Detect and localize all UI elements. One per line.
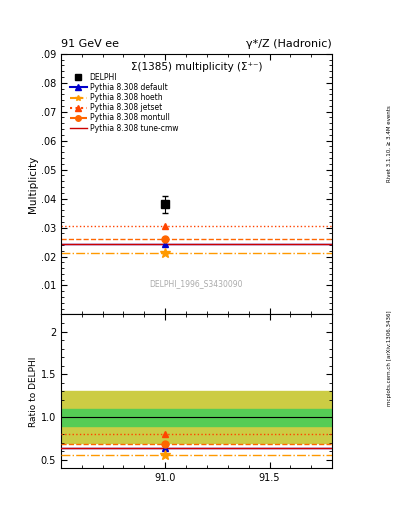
Text: Σ(1385) multiplicity (Σ⁺⁻): Σ(1385) multiplicity (Σ⁺⁻) xyxy=(131,61,262,72)
Text: Rivet 3.1.10, ≥ 3.4M events: Rivet 3.1.10, ≥ 3.4M events xyxy=(387,105,392,182)
Bar xyxy=(61,409,332,425)
Text: γ*/Z (Hadronic): γ*/Z (Hadronic) xyxy=(246,38,332,49)
Y-axis label: Ratio to DELPHI: Ratio to DELPHI xyxy=(29,356,38,426)
Text: 91 GeV ee: 91 GeV ee xyxy=(61,38,119,49)
Legend: DELPHI, Pythia 8.308 default, Pythia 8.308 hoeth, Pythia 8.308 jetset, Pythia 8.: DELPHI, Pythia 8.308 default, Pythia 8.3… xyxy=(67,70,181,136)
Text: mcplots.cern.ch [arXiv:1306.3436]: mcplots.cern.ch [arXiv:1306.3436] xyxy=(387,311,392,406)
Bar xyxy=(61,392,332,443)
Y-axis label: Multiplicity: Multiplicity xyxy=(28,156,38,212)
Text: DELPHI_1996_S3430090: DELPHI_1996_S3430090 xyxy=(150,279,243,288)
